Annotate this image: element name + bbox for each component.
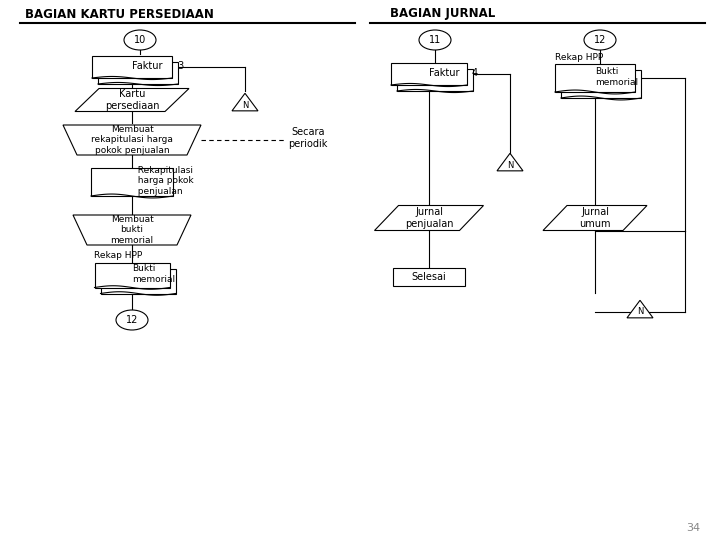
Ellipse shape bbox=[584, 30, 616, 50]
Text: Rekap HPP: Rekap HPP bbox=[94, 252, 143, 260]
Text: Bukti
memorial: Bukti memorial bbox=[132, 264, 175, 284]
Polygon shape bbox=[374, 206, 484, 231]
Text: 12: 12 bbox=[594, 35, 606, 45]
Text: N: N bbox=[242, 100, 248, 110]
Ellipse shape bbox=[116, 310, 148, 330]
Polygon shape bbox=[393, 268, 465, 286]
Polygon shape bbox=[627, 300, 653, 318]
Polygon shape bbox=[63, 125, 201, 155]
Text: Rekap HPP: Rekap HPP bbox=[555, 53, 603, 62]
Polygon shape bbox=[101, 268, 176, 294]
Text: BAGIAN JURNAL: BAGIAN JURNAL bbox=[390, 8, 495, 21]
Text: N: N bbox=[507, 160, 513, 170]
Text: BAGIAN KARTU PERSEDIAAN: BAGIAN KARTU PERSEDIAAN bbox=[25, 8, 214, 21]
Text: 34: 34 bbox=[686, 523, 700, 533]
Ellipse shape bbox=[124, 30, 156, 50]
Polygon shape bbox=[391, 63, 467, 85]
Text: Membuat
bukti
memorial: Membuat bukti memorial bbox=[110, 215, 153, 245]
Polygon shape bbox=[232, 93, 258, 111]
Text: Faktur     3: Faktur 3 bbox=[132, 61, 184, 71]
Text: Faktur    4: Faktur 4 bbox=[429, 68, 478, 78]
Text: 11: 11 bbox=[429, 35, 441, 45]
Ellipse shape bbox=[419, 30, 451, 50]
Polygon shape bbox=[555, 64, 635, 92]
Text: 12: 12 bbox=[126, 315, 138, 325]
Polygon shape bbox=[497, 153, 523, 171]
Text: Bukti
memorial: Bukti memorial bbox=[595, 67, 638, 86]
Text: Rekapitulasi
  harga pokok
  penjualan: Rekapitulasi harga pokok penjualan bbox=[132, 166, 194, 196]
Polygon shape bbox=[94, 262, 169, 287]
Polygon shape bbox=[92, 56, 172, 78]
Text: Jurnal
penjualan: Jurnal penjualan bbox=[405, 207, 454, 229]
Text: N: N bbox=[636, 307, 643, 316]
Text: 10: 10 bbox=[134, 35, 146, 45]
Text: Selesai: Selesai bbox=[412, 272, 446, 282]
Text: Membuat
rekapitulasi harga
pokok penjualan: Membuat rekapitulasi harga pokok penjual… bbox=[91, 125, 173, 155]
Polygon shape bbox=[73, 215, 191, 245]
Polygon shape bbox=[561, 70, 641, 98]
Polygon shape bbox=[98, 62, 178, 84]
Polygon shape bbox=[543, 206, 647, 231]
Polygon shape bbox=[397, 69, 473, 91]
Polygon shape bbox=[91, 168, 173, 196]
Text: Jurnal
umum: Jurnal umum bbox=[580, 207, 611, 229]
Polygon shape bbox=[75, 89, 189, 111]
Text: Secara
periodik: Secara periodik bbox=[288, 127, 328, 149]
Text: Kartu
persediaan: Kartu persediaan bbox=[104, 89, 159, 111]
